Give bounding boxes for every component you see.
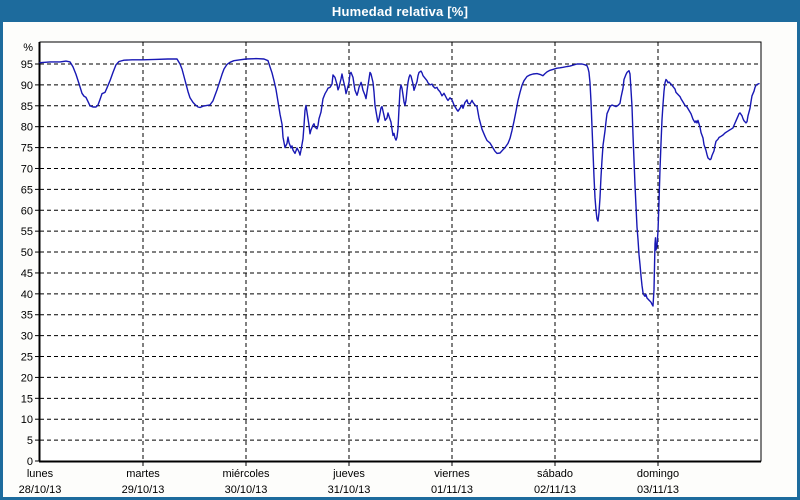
y-tick-label: 45: [21, 268, 33, 280]
y-tick-label: 15: [21, 393, 33, 405]
x-label-date: 03/11/13: [637, 484, 679, 496]
y-tick-label: 10: [21, 414, 33, 426]
y-tick-label: 40: [21, 289, 33, 301]
x-label-date: 02/11/13: [534, 484, 576, 496]
y-tick-label: 90: [21, 80, 33, 92]
x-label-day: lunes: [27, 468, 54, 480]
y-tick-label: 85: [21, 101, 33, 113]
y-tick-label: 50: [21, 247, 33, 259]
x-label-day: jueves: [332, 468, 365, 480]
y-tick-label: 60: [21, 205, 33, 217]
x-label-date: 30/10/13: [225, 484, 268, 496]
x-label-day: sábado: [537, 468, 573, 480]
plot-area: [40, 42, 761, 461]
y-tick-label: 95: [21, 59, 33, 71]
y-tick-label: 25: [21, 352, 33, 364]
y-tick-label: 70: [21, 163, 33, 175]
x-label-date: 28/10/13: [19, 484, 62, 496]
y-tick-label: 20: [21, 372, 33, 384]
x-label-day: viernes: [434, 468, 470, 480]
y-axis-unit-label: %: [23, 42, 33, 54]
x-label-date: 01/11/13: [431, 484, 473, 496]
x-label-day: miércoles: [222, 468, 270, 480]
x-label-date: 29/10/13: [122, 484, 165, 496]
x-label-day: martes: [126, 468, 160, 480]
y-tick-label: 75: [21, 143, 33, 155]
y-tick-label: 30: [21, 331, 33, 343]
y-tick-label: 0: [27, 456, 33, 468]
y-tick-label: 80: [21, 122, 33, 134]
humidity-line: [39, 57, 760, 307]
x-label-day: domingo: [637, 468, 679, 480]
y-tick-label: 65: [21, 184, 33, 196]
y-tick-label: 5: [27, 435, 33, 447]
x-label-date: 31/10/13: [328, 484, 371, 496]
y-tick-label: 55: [21, 226, 33, 238]
window-title: Humedad relativa [%]: [331, 3, 469, 19]
y-tick-label: 35: [21, 310, 33, 322]
titlebar: Humedad relativa [%]: [0, 0, 800, 22]
